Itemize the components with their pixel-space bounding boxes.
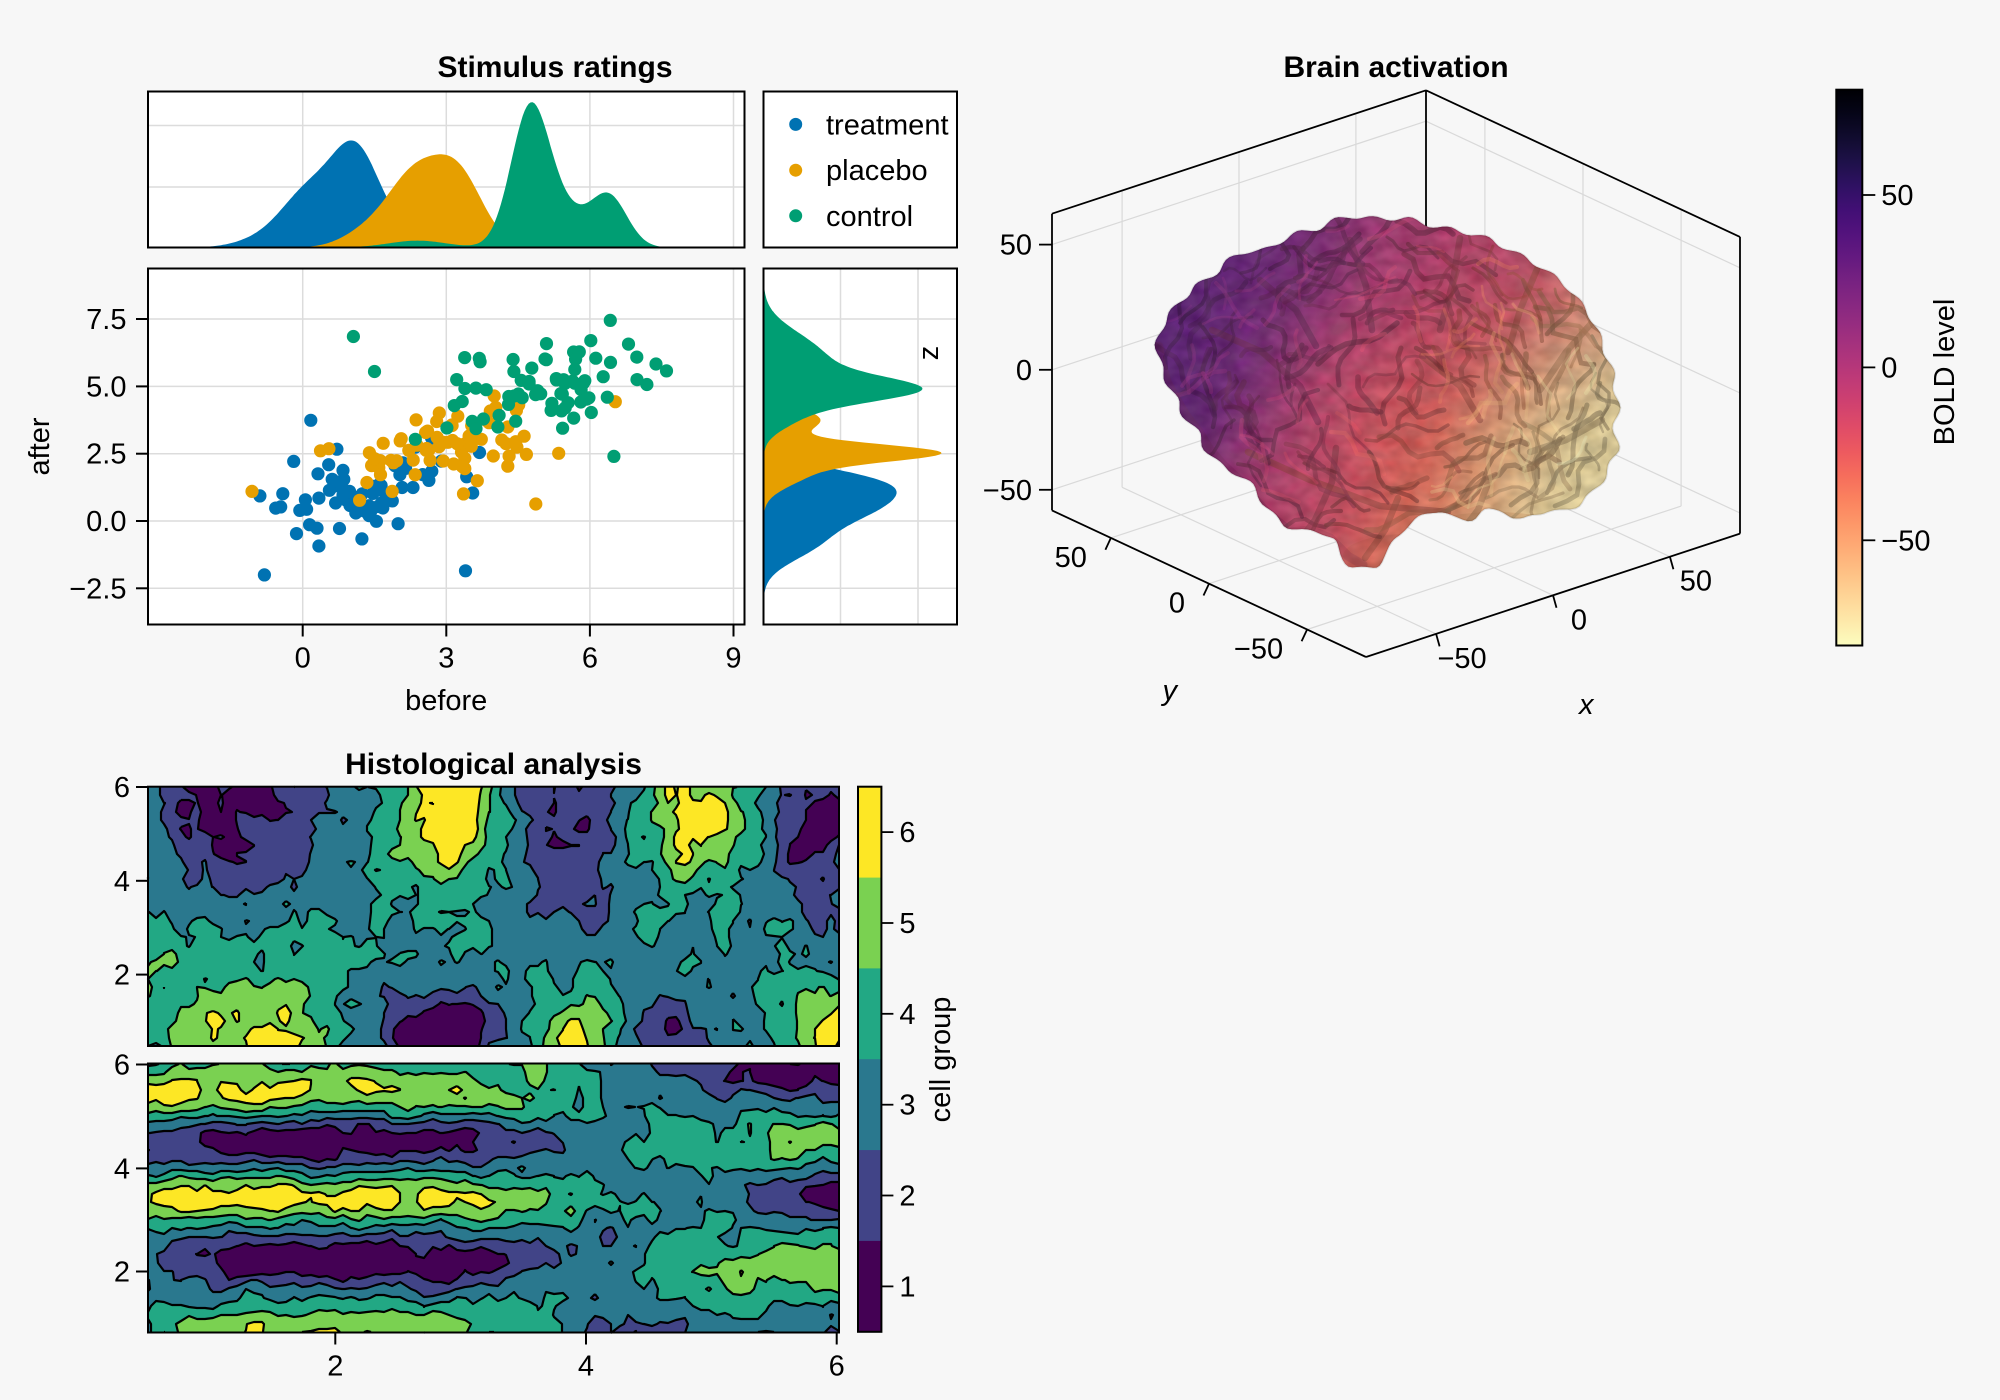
- svg-text:−50: −50: [1881, 525, 1930, 557]
- svg-text:−2.5: −2.5: [69, 573, 126, 605]
- svg-text:−50: −50: [1437, 643, 1486, 675]
- svg-text:cell group: cell group: [925, 997, 957, 1123]
- svg-text:4: 4: [114, 866, 130, 898]
- svg-text:BOLD level: BOLD level: [1929, 299, 1961, 446]
- svg-text:after: after: [24, 417, 56, 475]
- svg-text:placebo: placebo: [826, 155, 928, 187]
- svg-text:0: 0: [1881, 352, 1897, 384]
- svg-text:6: 6: [114, 1050, 130, 1082]
- svg-text:1: 1: [899, 1271, 915, 1303]
- svg-text:50: 50: [1055, 542, 1087, 574]
- svg-text:2.5: 2.5: [86, 439, 126, 471]
- svg-text:4: 4: [899, 999, 915, 1031]
- svg-text:6: 6: [899, 817, 915, 849]
- svg-text:control: control: [826, 201, 913, 233]
- svg-text:0: 0: [295, 643, 311, 675]
- svg-text:Brain activation: Brain activation: [1283, 51, 1508, 84]
- svg-text:0: 0: [1571, 604, 1587, 636]
- svg-text:7.5: 7.5: [86, 304, 126, 336]
- svg-text:50: 50: [1680, 566, 1712, 598]
- svg-text:6: 6: [582, 643, 598, 675]
- svg-text:x: x: [1577, 689, 1595, 721]
- svg-text:−50: −50: [1234, 634, 1283, 666]
- svg-text:y: y: [1160, 675, 1178, 707]
- svg-text:9: 9: [725, 643, 741, 675]
- svg-text:2: 2: [327, 1351, 343, 1383]
- svg-text:0.0: 0.0: [86, 506, 126, 538]
- svg-text:0: 0: [1169, 588, 1185, 620]
- svg-text:5: 5: [899, 908, 915, 940]
- svg-text:treatment: treatment: [826, 109, 949, 141]
- svg-text:2: 2: [114, 960, 130, 992]
- svg-text:before: before: [405, 685, 487, 717]
- svg-text:50: 50: [1881, 180, 1913, 212]
- svg-text:3: 3: [899, 1090, 915, 1122]
- svg-text:4: 4: [114, 1153, 130, 1185]
- svg-text:Histological analysis: Histological analysis: [345, 748, 642, 781]
- svg-text:0: 0: [1016, 355, 1032, 387]
- svg-text:Stimulus ratings: Stimulus ratings: [437, 51, 672, 84]
- svg-text:3: 3: [438, 643, 454, 675]
- svg-text:−50: −50: [983, 475, 1032, 507]
- svg-text:50: 50: [1000, 230, 1032, 262]
- svg-text:5.0: 5.0: [86, 371, 126, 403]
- svg-text:2: 2: [114, 1257, 130, 1289]
- svg-text:6: 6: [829, 1351, 845, 1383]
- svg-text:z: z: [913, 346, 945, 361]
- svg-text:4: 4: [578, 1351, 594, 1383]
- svg-text:6: 6: [114, 772, 130, 804]
- svg-text:2: 2: [899, 1181, 915, 1213]
